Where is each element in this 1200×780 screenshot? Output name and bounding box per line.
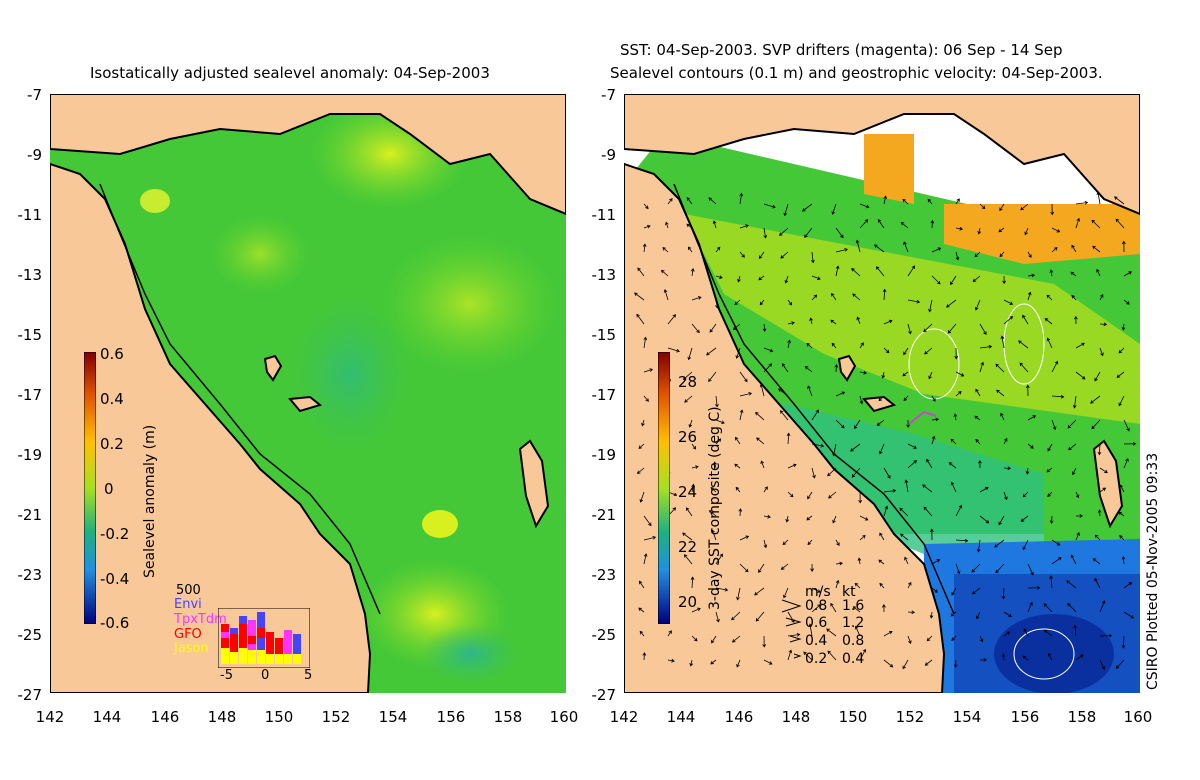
right-xtick: 148	[781, 708, 811, 726]
right-ytick: -9	[601, 146, 616, 164]
velocity-legend-kt-1: 1.6	[842, 598, 865, 614]
sst-map	[624, 94, 1140, 693]
sla-tick-2: 0.4	[100, 390, 124, 408]
right-xtick: 156	[1010, 708, 1040, 726]
left-xtick: 152	[321, 708, 351, 726]
velocity-legend-kt-3: 0.8	[842, 633, 865, 649]
left-xtick: 146	[150, 708, 180, 726]
sla-tick-3: 0.2	[100, 435, 124, 453]
left-ytick: -21	[17, 506, 43, 524]
left-ytick: -17	[17, 386, 43, 404]
left-xtick: 148	[207, 708, 237, 726]
right-ytick: -21	[591, 506, 617, 524]
velocity-legend-ms-3: 0.4	[805, 633, 828, 649]
left-xtick: 154	[378, 708, 408, 726]
sla-tick-1: 0.6	[100, 345, 124, 363]
inset-count-label: 500	[176, 583, 201, 598]
right-xtick: 144	[666, 708, 696, 726]
plot-credit: CSIRO Plotted 05-Nov-2005 09:33	[1145, 452, 1161, 690]
left-ytick: -11	[17, 206, 43, 224]
velocity-legend-kt-2: 1.2	[842, 615, 865, 631]
inset-mission-gfo: GFO	[174, 627, 202, 642]
velocity-legend-kt-4: 0.4	[842, 651, 865, 667]
left-xtick: 150	[264, 708, 294, 726]
left-panel-title: Isostatically adjusted sealevel anomaly:…	[90, 64, 490, 82]
left-xtick: 158	[493, 708, 523, 726]
right-ytick: -19	[591, 446, 617, 464]
right-xtick: 152	[895, 708, 925, 726]
left-ytick: -27	[17, 686, 43, 704]
sealevel-anomaly-map	[50, 94, 566, 693]
right-xtick: 154	[952, 708, 982, 726]
right-ytick: -13	[591, 266, 617, 284]
left-xtick: 160	[549, 708, 579, 726]
left-ytick: -13	[17, 266, 43, 284]
right-ytick: -7	[601, 86, 616, 104]
sst-tick-3: 24	[678, 483, 698, 501]
right-ytick: -23	[591, 566, 617, 584]
sla-tick-7: -0.6	[100, 614, 130, 632]
left-ytick: -9	[27, 146, 42, 164]
right-xtick: 150	[838, 708, 868, 726]
right-xtick: 158	[1067, 708, 1097, 726]
velocity-legend-arrows	[781, 599, 802, 659]
left-ytick: -15	[17, 326, 43, 344]
right-ytick: -25	[591, 626, 617, 644]
inset-mission-jason: Jason	[174, 641, 209, 656]
inset-xtick-2: 0	[261, 668, 270, 683]
left-xtick: 156	[436, 708, 466, 726]
right-panel-title-line1: SST: 04-Sep-2003. SVP drifters (magenta)…	[620, 41, 1063, 59]
left-xtick: 144	[92, 708, 122, 726]
right-xtick: 160	[1123, 708, 1153, 726]
inset-xtick-1: -5	[220, 668, 233, 683]
right-xtick: 146	[724, 708, 754, 726]
right-panel-title-line2: Sealevel contours (0.1 m) and geostrophi…	[610, 64, 1103, 82]
inset-mission-tpxtdm: TpxTdm	[174, 612, 227, 627]
sst-colorbar	[658, 352, 670, 624]
right-ytick: -27	[591, 686, 617, 704]
sst-tick-2: 26	[678, 428, 698, 446]
right-ytick: -15	[591, 326, 617, 344]
velocity-legend-ms-1: 0.8	[805, 598, 828, 614]
altimeter-histogram	[218, 608, 310, 668]
right-xtick: 142	[609, 708, 639, 726]
right-ytick: -11	[591, 206, 617, 224]
right-ytick: -17	[591, 386, 617, 404]
sst-colorbar-label: 3-day SST composite (deg C)	[707, 406, 723, 610]
inset-xtick-3: 5	[304, 668, 313, 683]
sst-tick-1: 28	[678, 373, 698, 391]
left-ytick: -7	[27, 86, 42, 104]
sla-tick-5: -0.2	[100, 525, 130, 543]
velocity-legend-ms-2: 0.6	[805, 615, 828, 631]
sst-tick-5: 20	[678, 593, 698, 611]
sla-colorbar-label: Sealevel anomaly (m)	[142, 424, 158, 578]
sealevel-colorbar	[84, 352, 96, 624]
left-ytick: -25	[17, 626, 43, 644]
left-ytick: -19	[17, 446, 43, 464]
sla-tick-4: 0	[104, 480, 114, 498]
sla-tick-6: -0.4	[100, 570, 130, 588]
sst-tick-4: 22	[678, 538, 698, 556]
inset-mission-envi: Envi	[174, 597, 202, 612]
velocity-legend-ms-4: 0.2	[805, 651, 828, 667]
velocity-legend-header-kt: kt	[842, 584, 856, 600]
velocity-legend-header-ms: m/s	[805, 584, 831, 600]
left-xtick: 142	[35, 708, 65, 726]
left-ytick: -23	[17, 566, 43, 584]
